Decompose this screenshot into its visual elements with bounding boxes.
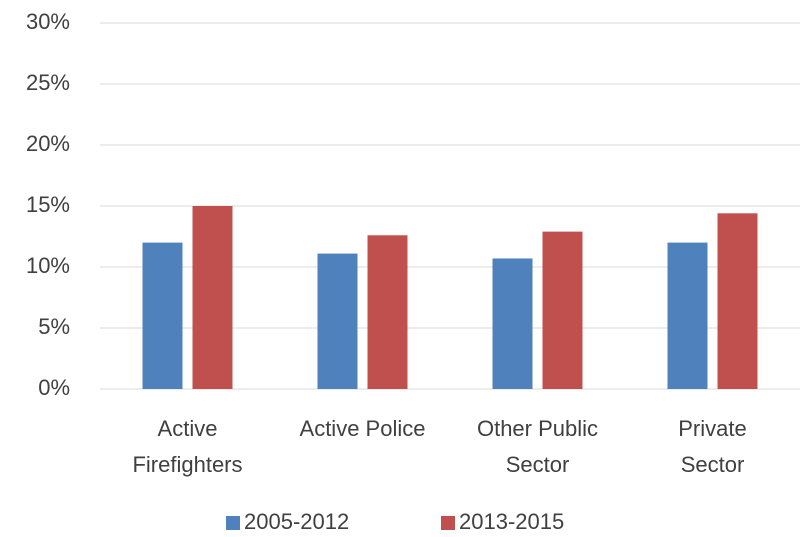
x-tick-label-line: Sector — [681, 452, 745, 477]
x-tick-label: Private Sector — [678, 416, 746, 477]
bar — [317, 253, 358, 389]
x-tick-label-line: Firefighters — [132, 452, 242, 477]
x-tick-label-line: Active Police — [300, 416, 426, 441]
legend-label: 2005-2012 — [244, 509, 349, 534]
x-tick-label-line: Private — [678, 416, 746, 441]
y-tick-label: 15% — [26, 192, 70, 217]
y-tick-label: 0% — [38, 375, 70, 400]
y-tick-label: 30% — [26, 9, 70, 34]
bar — [367, 235, 408, 389]
bar — [192, 206, 233, 389]
bar — [142, 242, 183, 389]
bar — [717, 213, 758, 389]
y-tick-label: 5% — [38, 314, 70, 339]
x-tick-label-line: Sector — [506, 452, 570, 477]
legend-label: 2013-2015 — [459, 509, 564, 534]
x-tick-label-line: Active — [158, 416, 218, 441]
y-tick-label: 25% — [26, 70, 70, 95]
bar — [542, 231, 583, 389]
bar — [667, 242, 708, 389]
x-tick-label-line: Other Public — [477, 416, 598, 441]
legend-swatch — [226, 516, 240, 530]
y-tick-label: 20% — [26, 131, 70, 156]
x-tick-label: Other Public Sector — [477, 416, 598, 477]
x-tick-label: Active Police — [300, 416, 426, 441]
bar — [492, 258, 533, 389]
x-tick-label: Active Firefighters — [132, 416, 242, 477]
legend-swatch — [441, 516, 455, 530]
y-tick-label: 10% — [26, 253, 70, 278]
